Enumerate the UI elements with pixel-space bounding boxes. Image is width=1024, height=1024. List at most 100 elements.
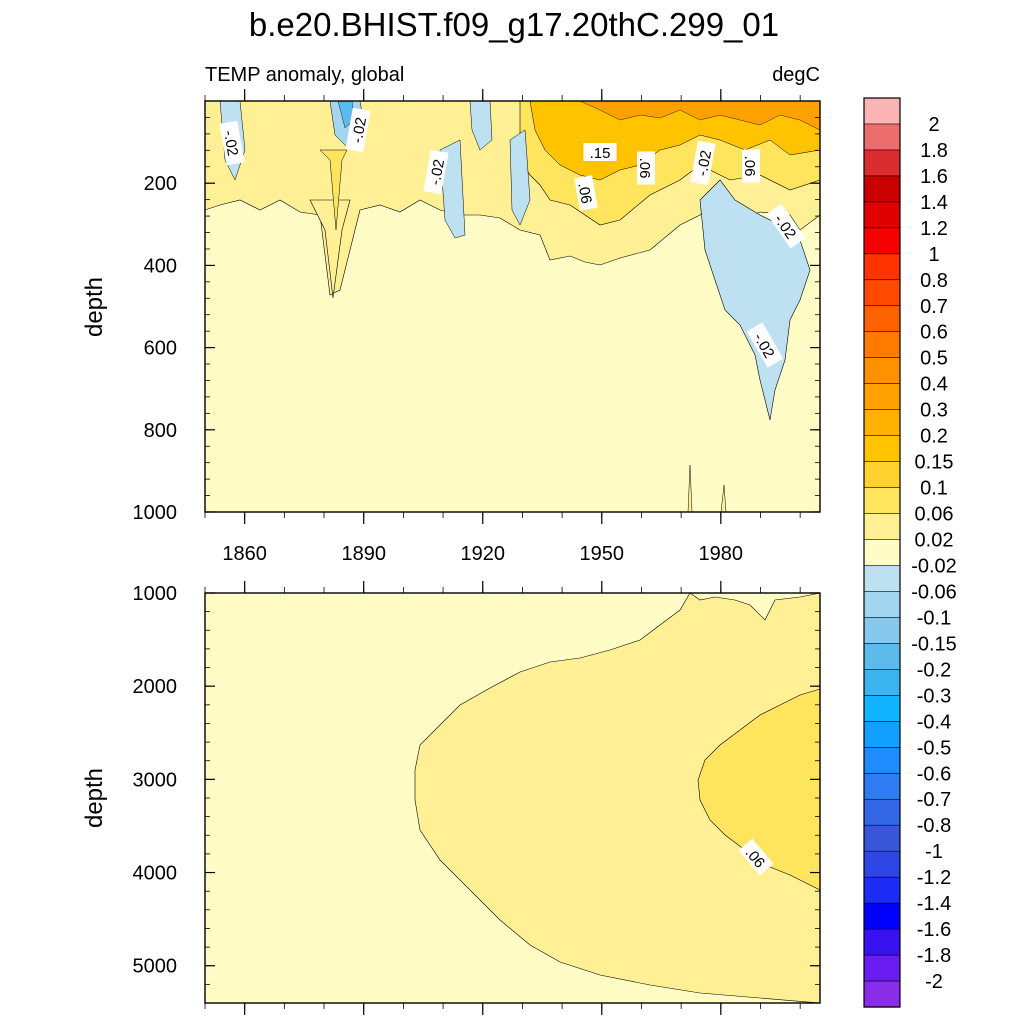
colorbar-label: 0.5	[920, 348, 948, 370]
colorbar-swatch	[863, 772, 901, 800]
colorbar-label: -0.8	[917, 815, 951, 837]
colorbar-label: -0.2	[917, 659, 951, 681]
colorbar-label: -0.1	[917, 607, 951, 629]
colorbar-label: 1.2	[920, 218, 948, 240]
colorbar-label: 0.2	[920, 426, 948, 448]
contour-label-text: -.02	[427, 158, 448, 186]
y-tick-label: 2000	[133, 676, 178, 698]
warm-anomaly-region	[414, 592, 821, 1004]
colorbar-swatch	[863, 824, 901, 852]
colorbar: 2 1.8 1.6 1.4 1.2 1 0.8 0.7 0.6 0.5 0.4 0.3 0.2 0.15 0…	[863, 97, 957, 1008]
warm-anomaly-region	[309, 199, 351, 299]
colorbar-swatch	[863, 798, 901, 826]
y-tick-label: 800	[144, 420, 177, 442]
y-tick-label: 1000	[133, 502, 178, 524]
colorbar-swatch	[863, 201, 901, 229]
colorbar-label: 0.7	[920, 296, 948, 318]
colorbar-label: 0.02	[915, 530, 954, 552]
colorbar-swatch	[863, 149, 901, 177]
colorbar-label: -0.6	[917, 763, 951, 785]
contour-label: -.02	[423, 149, 449, 195]
contour-label-background	[637, 151, 655, 185]
colorbar-swatch	[863, 331, 901, 359]
colorbar-swatch	[863, 357, 901, 385]
contour-label-background	[738, 838, 774, 876]
contour-label-background	[574, 175, 598, 211]
contour-label-background	[766, 203, 806, 249]
warm-anomaly-region	[319, 149, 348, 231]
colorbar-swatch	[863, 695, 901, 722]
warm-anomaly-region	[579, 100, 821, 131]
contour-label-text: .06	[741, 156, 758, 177]
contour-label-text: .06	[574, 182, 594, 205]
colorbar-label: -0.02	[911, 555, 957, 577]
colorbar-swatch	[863, 669, 901, 696]
y-tick-label: 200	[144, 173, 177, 195]
colorbar-swatch	[863, 227, 901, 255]
colorbar-label: -1	[925, 841, 943, 863]
colorbar-label: -0.5	[917, 737, 951, 759]
colorbar-swatch	[863, 279, 901, 307]
colorbar-swatch	[863, 123, 901, 151]
colorbar-label: 1	[928, 244, 939, 266]
colorbar-swatch	[863, 850, 901, 878]
colorbar-label: -1.2	[917, 867, 951, 889]
colorbar-swatch	[863, 461, 901, 489]
lower-y-axis: 1000 2000 3000 4000 5000	[133, 583, 820, 1004]
y-tick-label: 400	[144, 255, 177, 277]
colorbar-label: -0.4	[917, 711, 951, 733]
lower-x-axis	[204, 581, 801, 1015]
contour-label-background	[345, 107, 371, 153]
colorbar-swatch	[863, 409, 901, 437]
upper-y-axis: 200 400 600 800 1000	[133, 100, 820, 524]
contour-label-background	[742, 149, 760, 183]
colorbar-label: -1.6	[917, 919, 951, 941]
colorbar-swatch	[863, 902, 901, 930]
units-label: degC	[772, 64, 820, 86]
y-tick-label: 4000	[133, 863, 178, 885]
colorbar-swatch	[863, 539, 901, 567]
colorbar-swatch	[863, 721, 901, 748]
colorbar-swatch	[863, 746, 901, 774]
upper-y-axis-title: depth	[81, 277, 108, 337]
colorbar-swatch	[863, 305, 901, 333]
colorbar-swatch	[863, 643, 901, 670]
upper-panel: -.02 -.02-.02.15.06.06 -.02.06-.02-.02	[204, 100, 821, 513]
colorbar-label: -0.15	[911, 633, 957, 655]
x-tick-label: 1920	[460, 543, 505, 565]
colorbar-swatch	[863, 980, 901, 1008]
y-tick-label: 600	[144, 338, 177, 360]
colorbar-label: 0.1	[920, 478, 948, 500]
colorbar-swatch	[863, 435, 901, 463]
y-tick-label: 1000	[133, 583, 178, 605]
contour-label-background	[219, 120, 245, 166]
colorbar-swatch	[863, 876, 901, 904]
colorbar-swatch	[863, 617, 901, 645]
x-tick-label: 1980	[699, 543, 744, 565]
colorbar-label: 0.06	[915, 504, 954, 526]
contour-label-text: -.02	[694, 149, 715, 177]
left-subtitle: TEMP anomaly, global	[205, 64, 404, 86]
colorbar-swatch	[863, 253, 901, 281]
colorbar-label: 0.15	[915, 452, 954, 474]
colorbar-label: -2	[925, 971, 943, 993]
contour-label: -.02	[690, 140, 716, 186]
contour-label-background	[583, 143, 617, 161]
colorbar-label: 0.6	[920, 322, 948, 344]
chart-title: b.e20.BHIST.f09_g17.20thC.299_01	[249, 6, 779, 43]
y-tick-label: 5000	[133, 956, 178, 978]
colorbar-frame	[863, 97, 901, 1008]
contour-label: .15	[583, 143, 617, 162]
colorbar-label: -0.7	[917, 789, 951, 811]
contour-label: .06	[574, 175, 598, 211]
colorbar-swatch	[863, 487, 901, 515]
x-tick-label: 1950	[580, 543, 625, 565]
contour-label-background	[746, 322, 784, 368]
contour-label: -.02	[345, 107, 371, 153]
lower-panel: .06	[204, 592, 821, 1004]
x-axis: 1860 1890 1920 1950 1980	[204, 89, 801, 565]
colorbar-swatch	[863, 928, 901, 956]
warm-anomaly-region	[697, 688, 821, 891]
contour-label: .06	[636, 151, 655, 185]
contour-label-text: -.02	[349, 116, 370, 144]
